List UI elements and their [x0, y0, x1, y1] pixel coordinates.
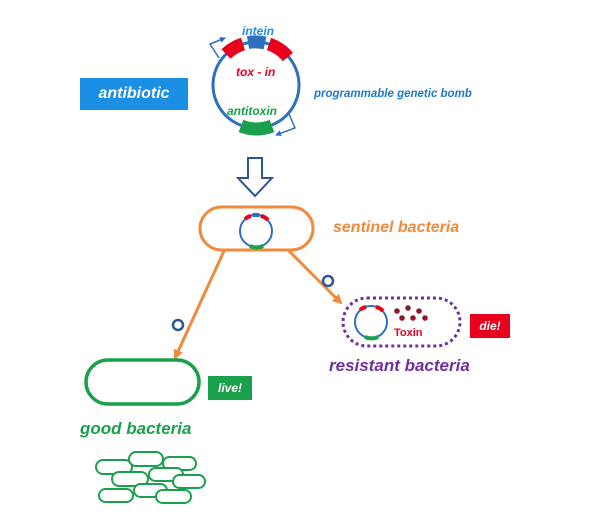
die-badge: die!	[470, 314, 510, 338]
tox-segment-right	[266, 37, 293, 62]
resistant-bacteria-label: resistant bacteria	[329, 356, 470, 375]
resistant-body	[341, 296, 462, 348]
tox-segment-left	[221, 37, 246, 59]
intein-segment	[246, 35, 267, 50]
toxin-particle	[399, 315, 405, 321]
colony-cell	[111, 471, 149, 487]
sentinel-body	[198, 205, 315, 252]
live-badge: live!	[208, 376, 252, 400]
plasmid-diagram	[208, 35, 301, 137]
resistant-plasmid-tox-right	[375, 304, 385, 313]
colony-cell	[98, 488, 134, 503]
antibiotic-molecule-icon	[321, 274, 335, 288]
tox-in-label: tox - in	[236, 65, 276, 79]
toxin-particle	[394, 308, 400, 314]
intein-label: intein	[242, 24, 274, 38]
sentinel-bacteria-label: sentinel bacteria	[333, 219, 460, 236]
good-bacteria-colony	[95, 451, 206, 504]
resistant-bacterium	[341, 296, 462, 348]
promoter-arrow-top	[208, 37, 226, 59]
sentinel-bacterium	[198, 205, 315, 252]
antibiotic-molecule-icon	[171, 318, 185, 332]
promoter-arrow-bottom	[275, 113, 297, 137]
antitoxin-segment	[238, 119, 275, 136]
toxin-particle	[422, 315, 428, 321]
good-bacterium-body	[84, 358, 201, 406]
toxin-particle	[410, 315, 416, 321]
colony-cell	[172, 474, 206, 489]
good-bacteria-label: good bacteria	[80, 419, 192, 438]
toxin-particle	[405, 305, 411, 311]
toxin-particle	[416, 308, 422, 314]
resistant-plasmid-tox-left	[358, 304, 367, 312]
antibiotic-label: antibiotic	[80, 78, 188, 110]
arrow-to-resistant-bacteria	[287, 249, 343, 305]
toxin-label: Toxin	[394, 327, 423, 339]
plasmid-description: programmable genetic bomb	[314, 88, 472, 100]
sentinel-plasmid-tox-right	[260, 213, 270, 222]
arrow-to-good-bacteria	[173, 250, 226, 360]
down-arrow-icon	[235, 157, 275, 198]
colony-cell	[128, 451, 164, 467]
antitoxin-label: antitoxin	[227, 104, 277, 118]
resistant-plasmid-antitoxin	[364, 335, 379, 341]
sentinel-plasmid-tox-left	[243, 213, 252, 221]
sentinel-plasmid-antitoxin	[249, 244, 264, 250]
colony-cell	[155, 489, 192, 504]
